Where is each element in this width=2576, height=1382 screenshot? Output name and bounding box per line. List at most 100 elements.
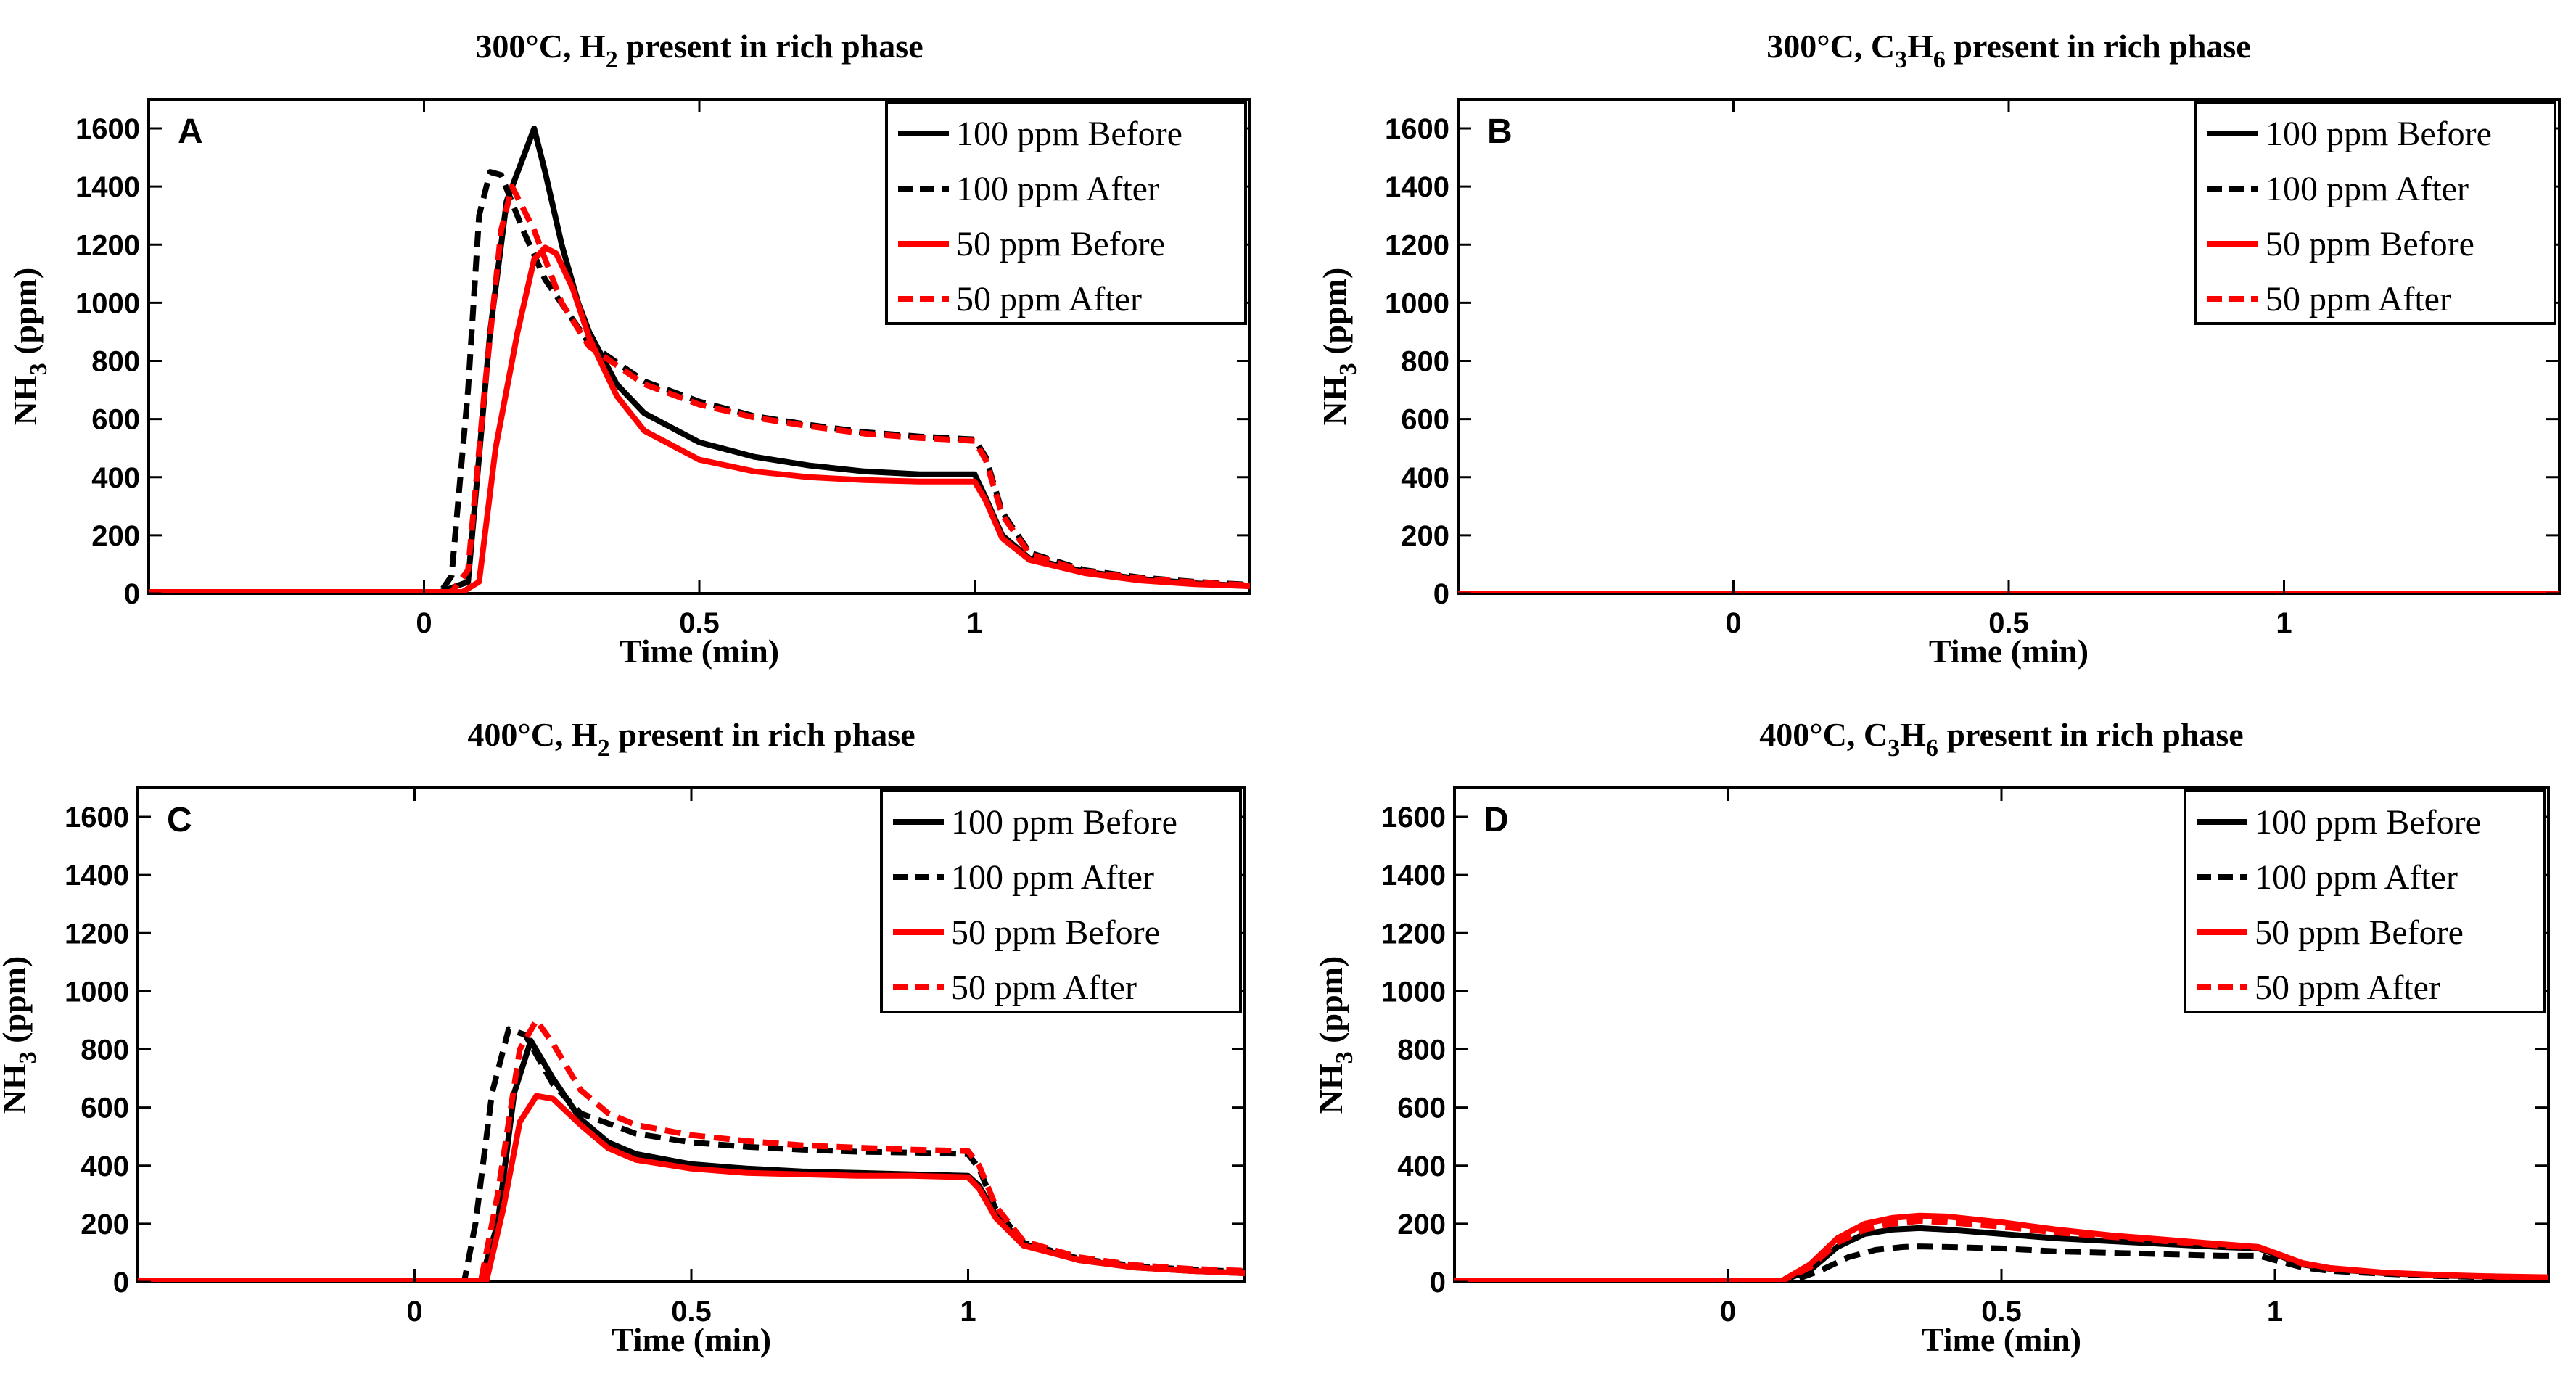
x-tick-label: 1	[966, 607, 982, 639]
y-tick-label: 1000	[75, 287, 140, 319]
y-tick-label: 600	[91, 404, 140, 436]
y-tick-label: 1400	[75, 171, 140, 203]
legend-label: 100 ppm After	[951, 858, 1154, 897]
y-tick-label: 800	[1397, 1035, 1446, 1066]
legend-label: 50 ppm Before	[2266, 225, 2474, 263]
y-tick-label: 0	[113, 1267, 129, 1299]
x-tick-label: 0	[1725, 607, 1741, 639]
legend: 100 ppm Before 100 ppm After 50 ppm Before…	[880, 789, 1242, 1013]
y-axis-label: NH3 (ppm)	[1316, 268, 1362, 426]
y-tick-label: 200	[1397, 1209, 1446, 1241]
x-tick-label: 0.5	[679, 607, 720, 639]
legend-label: 50 ppm After	[2255, 968, 2440, 1007]
y-tick-label: 1600	[65, 802, 129, 834]
panel-letter: D	[1484, 801, 1509, 839]
y-tick-label: 1200	[65, 918, 129, 950]
y-tick-label: 1200	[1381, 918, 1446, 950]
x-tick-label: 0.5	[1981, 1296, 2022, 1328]
legend: 100 ppm Before 100 ppm After 50 ppm Before…	[885, 101, 1247, 325]
x-tick-label: 0.5	[1988, 607, 2029, 639]
y-tick-label: 0	[1430, 1267, 1446, 1299]
legend-label: 100 ppm Before	[951, 803, 1177, 842]
y-tick-label: 200	[91, 520, 140, 552]
legend-label: 50 ppm After	[951, 968, 1137, 1007]
series-line-0	[138, 1037, 1245, 1282]
series-line-3	[1454, 1217, 2548, 1282]
y-tick-label: 1600	[1381, 802, 1446, 834]
series-line-3	[138, 1017, 1245, 1282]
y-tick-label: 800	[81, 1035, 129, 1066]
legend-label: 100 ppm After	[2255, 858, 2458, 897]
y-tick-label: 1600	[1385, 113, 1449, 145]
panel-A: 0 200 400 600 800 1000 1200 1400 1600 0 0.5 1 Time (…	[7, 28, 1251, 670]
series-line-1	[138, 1026, 1245, 1282]
panel-letter: A	[178, 112, 203, 151]
y-tick-label: 1000	[65, 976, 129, 1008]
x-tick-label: 1	[2276, 607, 2292, 639]
y-tick-label: 800	[1401, 346, 1449, 378]
legend-label: 50 ppm Before	[951, 913, 1160, 952]
legend-label: 100 ppm Before	[956, 115, 1182, 153]
series-line-2	[149, 244, 1250, 593]
y-tick-label: 1200	[1385, 229, 1449, 261]
chart-title: 400°C, C3H6 present in rich phase	[1759, 716, 2243, 762]
y-tick-label: 1400	[1381, 860, 1446, 892]
y-tick-label: 1200	[75, 229, 140, 261]
y-tick-label: 600	[1397, 1093, 1446, 1124]
y-tick-label: 400	[91, 462, 140, 494]
y-tick-label: 200	[1401, 520, 1449, 552]
y-tick-label: 1400	[1385, 171, 1449, 203]
series-line-2	[138, 1093, 1245, 1282]
x-tick-label: 0	[1720, 1296, 1736, 1328]
y-tick-label: 400	[81, 1151, 129, 1182]
y-tick-label: 1600	[75, 113, 140, 145]
y-tick-label: 600	[81, 1093, 129, 1124]
y-tick-label: 0	[124, 578, 140, 610]
chart-title: 300°C, C3H6 present in rich phase	[1766, 28, 2250, 73]
y-tick-label: 600	[1401, 404, 1449, 436]
x-axis-label: Time (min)	[1922, 1321, 2081, 1358]
legend-box	[2194, 101, 2556, 325]
y-tick-label: 0	[1433, 578, 1449, 610]
y-tick-label: 1000	[1385, 287, 1449, 319]
y-axis-label: NH3 (ppm)	[7, 268, 52, 426]
legend-box	[2184, 789, 2546, 1013]
panel-D: 0 200 400 600 800 1000 1200 1400 1600 0 0.5 1 Time (…	[1312, 716, 2550, 1358]
x-tick-label: 1	[2267, 1296, 2283, 1328]
legend-label: 100 ppm Before	[2255, 803, 2481, 842]
panel-C: 0 200 400 600 800 1000 1200 1400 1600 0 0.5 1 Time (…	[0, 716, 1246, 1358]
panel-letter: C	[167, 801, 192, 839]
legend-label: 50 ppm Before	[2255, 913, 2464, 952]
y-tick-label: 200	[81, 1209, 129, 1241]
series-line-3	[149, 184, 1250, 593]
legend-box	[885, 101, 1247, 325]
legend-label: 100 ppm After	[956, 170, 1159, 208]
y-tick-label: 1000	[1381, 976, 1446, 1008]
panel-B: 0 200 400 600 800 1000 1200 1400 1600 0 0.5 1 Time (…	[1316, 28, 2561, 670]
legend: 100 ppm Before 100 ppm After 50 ppm Before…	[2184, 789, 2546, 1013]
legend-label: 100 ppm Before	[2266, 115, 2492, 153]
x-tick-label: 1	[960, 1296, 976, 1328]
legend-label: 100 ppm After	[2266, 170, 2469, 208]
x-tick-label: 0.5	[671, 1296, 712, 1328]
x-axis-label: Time (min)	[1929, 633, 2089, 670]
y-tick-label: 400	[1401, 462, 1449, 494]
legend: 100 ppm Before 100 ppm After 50 ppm Before…	[2194, 101, 2556, 325]
chart-title: 300°C, H2 present in rich phase	[475, 28, 923, 73]
x-axis-label: Time (min)	[620, 633, 779, 670]
legend-label: 50 ppm After	[956, 280, 1142, 318]
x-axis-label: Time (min)	[612, 1321, 771, 1358]
chart-title: 400°C, H2 present in rich phase	[467, 716, 915, 762]
y-tick-label: 1400	[65, 860, 129, 892]
panel-letter: B	[1487, 112, 1513, 151]
y-tick-label: 400	[1397, 1151, 1446, 1182]
legend-box	[880, 789, 1242, 1013]
x-tick-label: 0	[406, 1296, 422, 1328]
y-axis-label: NH3 (ppm)	[0, 956, 41, 1114]
y-tick-label: 800	[91, 346, 140, 378]
y-axis-label: NH3 (ppm)	[1312, 956, 1358, 1114]
legend-label: 50 ppm Before	[956, 225, 1165, 263]
x-tick-label: 0	[416, 607, 432, 639]
legend-label: 50 ppm After	[2266, 280, 2451, 318]
